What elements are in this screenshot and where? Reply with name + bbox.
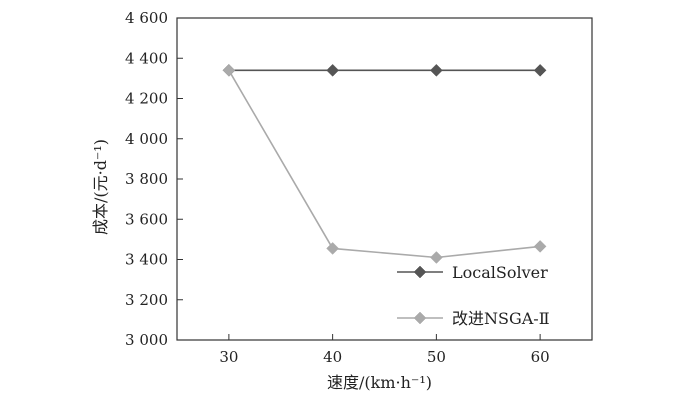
legend-marker bbox=[413, 265, 427, 279]
x-tick-label: 40 bbox=[323, 348, 342, 366]
x-axis-title: 速度/(km·h⁻¹) bbox=[327, 373, 432, 392]
series-line bbox=[228, 69, 541, 259]
data-point-marker bbox=[326, 242, 339, 255]
y-tick-label: 4 200 bbox=[125, 90, 168, 108]
x-tick-label: 60 bbox=[531, 348, 550, 366]
legend-label: 改进NSGA-Ⅱ bbox=[452, 309, 550, 328]
legend: LocalSolver 改进NSGA-Ⅱ bbox=[397, 263, 550, 328]
series-2 bbox=[222, 63, 547, 264]
legend-label: LocalSolver bbox=[452, 263, 548, 282]
legend-entry: LocalSolver bbox=[397, 263, 548, 282]
axis-ticks: 3 000 3 200 3 400 3 600 3 800 4 000 4 200 4 400… bbox=[125, 9, 550, 366]
data-point-marker bbox=[533, 240, 547, 253]
y-axis-title: 成本/(元·d⁻¹) bbox=[91, 139, 110, 235]
plot-border bbox=[176, 17, 593, 341]
data-point-marker bbox=[430, 251, 443, 264]
y-tick-label: 4 400 bbox=[125, 49, 168, 67]
data-point-marker bbox=[533, 63, 547, 77]
data-point-marker bbox=[326, 63, 339, 77]
series-group bbox=[222, 63, 547, 264]
y-tick-label: 3 000 bbox=[125, 331, 168, 349]
x-tick-label: 50 bbox=[427, 348, 446, 366]
y-tick-label: 4 600 bbox=[125, 9, 168, 27]
series-1 bbox=[222, 63, 547, 77]
y-tick-label: 3 600 bbox=[125, 210, 168, 228]
y-tick-label: 3 400 bbox=[125, 251, 168, 269]
data-point-marker bbox=[430, 63, 443, 77]
y-tick-label: 3 800 bbox=[125, 170, 168, 188]
legend-marker bbox=[413, 311, 427, 325]
data-point-marker bbox=[222, 63, 236, 77]
plot-frame bbox=[176, 17, 593, 341]
legend-entry: 改进NSGA-Ⅱ bbox=[397, 309, 550, 328]
x-tick-label: 30 bbox=[219, 348, 238, 366]
y-tick-label: 3 200 bbox=[125, 291, 168, 309]
y-tick-label: 4 000 bbox=[125, 130, 168, 148]
